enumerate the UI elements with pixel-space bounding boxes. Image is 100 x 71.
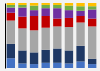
bar-segment: [42, 16, 50, 28]
bar-segment: [53, 49, 61, 63]
bar-segment: [76, 16, 84, 23]
bar-segment: [65, 63, 73, 68]
bar-segment: [88, 59, 96, 64]
bar-segment: [76, 23, 84, 46]
bar-segment: [76, 3, 84, 6]
bar-segment: [42, 28, 50, 50]
plot: [6, 3, 97, 69]
bar-segment: [30, 6, 38, 11]
bar-segment: [65, 27, 73, 50]
bar-segment: [65, 6, 73, 11]
bars: [7, 3, 97, 68]
y-axis-line: [5, 4, 6, 69]
bar-segment: [76, 46, 84, 62]
bar-segment: [7, 5, 15, 8]
bar-segment: [30, 16, 38, 30]
bar-segment: [53, 63, 61, 68]
bar-segment: [65, 3, 73, 6]
bar-segment: [65, 18, 73, 27]
bar-segment: [7, 8, 15, 13]
bar-segment: [88, 6, 96, 9]
bar-segment: [88, 3, 96, 6]
bar-segment: [30, 3, 38, 6]
bar-segment: [42, 50, 50, 63]
bar-segment: [18, 8, 26, 17]
bar-segment: [88, 10, 96, 19]
chart: [0, 0, 100, 71]
bar-segment: [53, 8, 61, 18]
series: [7, 3, 97, 6]
bar-segment: [30, 64, 38, 68]
bar-segment: [76, 11, 84, 16]
bar-segment: [7, 21, 15, 44]
bar-segment: [7, 58, 15, 68]
bar-segment: [42, 8, 50, 16]
bar-segment: [18, 50, 26, 63]
bar-segment: [30, 30, 38, 52]
bar-segment: [53, 3, 61, 5]
bar-segment: [18, 3, 26, 5]
bar-segment: [65, 50, 73, 63]
bar-segment: [7, 3, 15, 5]
bar-segment: [7, 44, 15, 58]
bar-segment: [88, 19, 96, 27]
bar-segment: [53, 19, 61, 27]
bar-segment: [88, 64, 96, 68]
bar-segment: [76, 6, 84, 11]
bar-segment: [42, 3, 50, 5]
bar-segment: [30, 10, 38, 16]
bar-segment: [18, 5, 26, 8]
bar-segment: [42, 63, 50, 68]
y-axis: [5, 4, 6, 69]
bar-segment: [53, 26, 61, 48]
bar-segment: [65, 10, 73, 18]
bar-segment: [18, 63, 26, 68]
bar-segment: [30, 52, 38, 64]
bar-segment: [76, 62, 84, 69]
bar-segment: [7, 13, 15, 21]
bar-segment: [53, 5, 61, 8]
bar-segment: [18, 17, 26, 29]
bar-segment: [18, 28, 26, 50]
bar-segment: [88, 26, 96, 59]
bar-segment: [42, 5, 50, 8]
